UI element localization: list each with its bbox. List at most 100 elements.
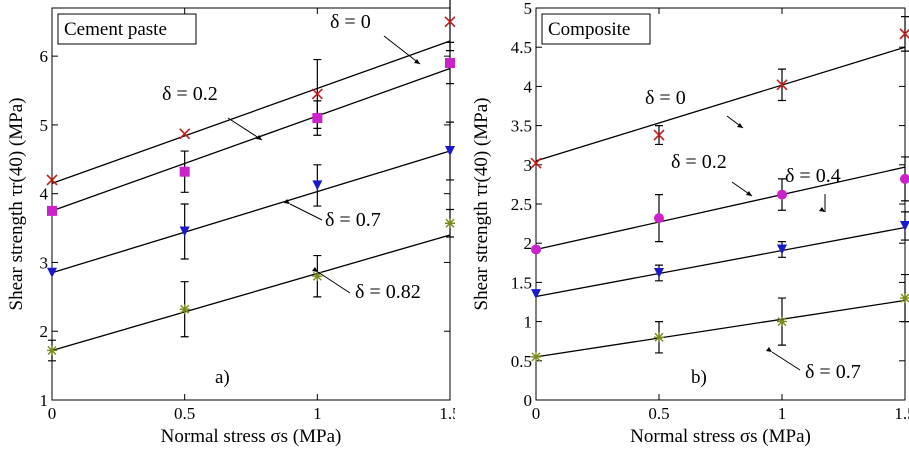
annotation-arrowhead [737, 123, 743, 128]
data-point [312, 180, 323, 191]
x-tick-label: 0.5 [174, 404, 195, 423]
series-3 [47, 121, 455, 278]
data-point [179, 128, 191, 140]
annotation-leader [771, 351, 801, 371]
plot-frame [535, 7, 906, 401]
panel-title: Cement paste [64, 19, 167, 40]
series-label: δ = 0 [645, 87, 686, 109]
fit-line [535, 46, 906, 162]
data-point [530, 157, 542, 169]
data-point [531, 244, 541, 255]
data-point [312, 271, 323, 282]
series-label: δ = 0.82 [355, 281, 421, 303]
data-point [311, 88, 323, 100]
y-axis-label: Shear strength τr(40) (MPa) [471, 98, 492, 311]
annotation-arrowhead [312, 267, 318, 272]
x-tick-label: 1.5 [894, 404, 909, 423]
y-tick-label: 3.5 [511, 117, 532, 136]
x-tick-label: 1 [313, 404, 322, 423]
y-tick-label: 4 [524, 77, 533, 96]
data-point [179, 226, 190, 237]
x-axis-label: Normal stress σs (MPa) [161, 426, 342, 447]
fit-line [51, 150, 451, 274]
data-point [899, 28, 909, 40]
chart-panel-a: 0 0.5 1 1.5 1 2 3 4 5 6 δ = 0 δ = 0.2 δ = 0.7 δ = 0.8… [6, 0, 455, 447]
fit-line [51, 234, 451, 352]
annotation-leader [317, 271, 351, 294]
data-point [531, 289, 541, 300]
data-point [776, 79, 788, 91]
fit-line [535, 166, 906, 251]
series-label: δ = 0.2 [162, 83, 218, 105]
data-point [179, 166, 190, 177]
series-label: δ = 0.7 [325, 209, 381, 231]
data-point [47, 267, 57, 278]
x-tick-label: 1.5 [439, 404, 455, 423]
plot-frame [51, 7, 451, 401]
data-point [46, 174, 58, 186]
data-point [653, 129, 665, 141]
series-2 [531, 156, 909, 255]
x-axis-label: Normal stress σs (MPa) [630, 426, 811, 447]
series-4 [47, 208, 455, 362]
data-point [900, 173, 909, 184]
annotation-arrowhead [766, 347, 772, 352]
annotation-leader [227, 117, 263, 141]
data-point [445, 218, 455, 229]
fit-line [51, 67, 451, 212]
annotation-leader [383, 35, 421, 65]
series-3 [531, 211, 909, 300]
y-tick-label: 5 [40, 116, 49, 135]
fit-line [535, 299, 906, 358]
data-point [777, 189, 787, 200]
y-axis-label: Shear strength τr(40) (MPa) [6, 98, 27, 311]
annotation-arrowhead [746, 191, 752, 196]
fit-line [535, 226, 906, 298]
annotation-arrowhead [284, 199, 290, 204]
series-label: δ = 0.2 [671, 151, 727, 173]
chart-panel-b: 0 0.5 1 1.5 0 0.5 1 1.5 2 2.5 3 3.5 4 4.5 5 δ = 0 δ = 0.… [471, 0, 909, 447]
y-tick-label: 0 [524, 391, 533, 410]
x-tick-label: 0 [48, 404, 57, 423]
data-point [445, 146, 455, 157]
x-tick-label: 0.5 [648, 404, 669, 423]
data-point [47, 205, 57, 216]
series-label: δ = 0.4 [785, 165, 841, 187]
y-tick-label: 1 [524, 313, 533, 332]
series-1 [46, 0, 455, 186]
y-tick-label: 5 [524, 0, 533, 18]
y-tick-label: 4.5 [511, 38, 532, 57]
data-point [900, 220, 909, 231]
data-point [445, 58, 455, 69]
data-point [777, 316, 787, 327]
panel-title-box [541, 13, 651, 45]
x-tick-label: 1 [778, 404, 787, 423]
y-tick-label: 1 [40, 391, 49, 410]
y-tick-label: 2 [40, 322, 49, 341]
y-tick-label: 1.5 [511, 273, 532, 292]
y-tick-label: 4 [40, 185, 49, 204]
data-point [900, 293, 909, 304]
data-point [654, 332, 664, 343]
y-tick-label: 0.5 [511, 352, 532, 371]
panel-title-box [57, 13, 197, 45]
series-4 [531, 273, 909, 362]
y-tick-label: 2.5 [511, 195, 532, 214]
annotation-leader [289, 203, 323, 221]
y-tick-label: 2 [524, 234, 533, 253]
y-tick-label: 3 [40, 253, 49, 272]
data-point [444, 16, 455, 28]
series-label: δ = 0.7 [805, 361, 861, 383]
data-point [531, 351, 541, 362]
panel-title: Composite [548, 19, 630, 40]
data-point [47, 345, 57, 356]
series-label: δ = 0 [330, 11, 371, 33]
series-1 [530, 16, 909, 169]
y-tick-label: 6 [40, 47, 49, 66]
data-point [312, 113, 323, 124]
data-point [179, 304, 190, 315]
series-2 [47, 41, 455, 216]
y-tick-label: 3 [524, 156, 533, 175]
fit-line [51, 40, 451, 184]
panel-label: a) [215, 367, 230, 388]
